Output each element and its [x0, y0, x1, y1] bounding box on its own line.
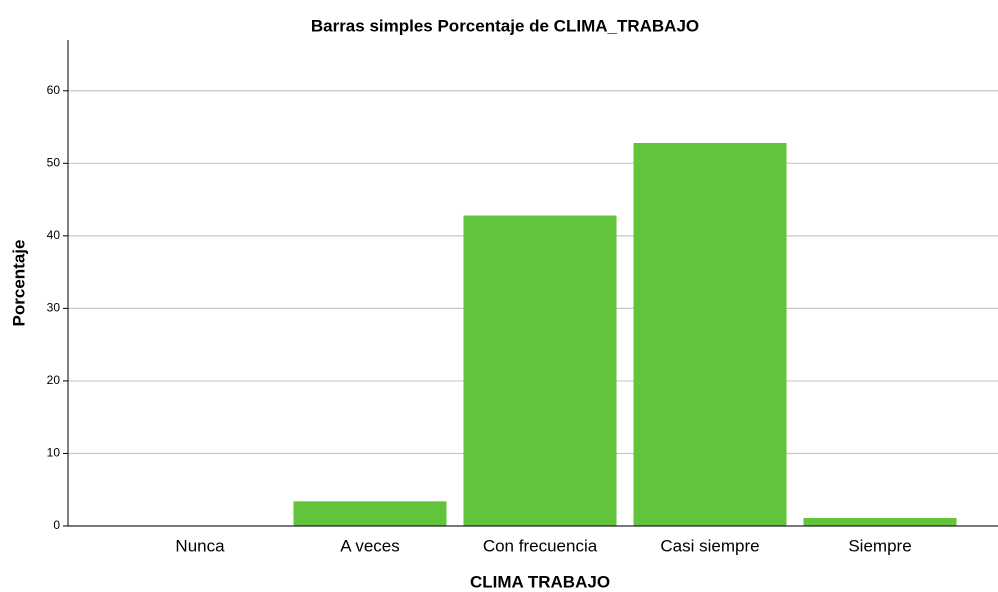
x-tick-label: Casi siempre — [660, 536, 759, 555]
chart-title: Barras simples Porcentaje de CLIMA_TRABA… — [311, 16, 699, 35]
y-tick-label: 0 — [53, 518, 60, 532]
x-tick-label: Con frecuencia — [483, 536, 598, 555]
y-tick-label: 60 — [47, 83, 61, 97]
x-tick-label: Nunca — [175, 536, 225, 555]
bar — [463, 215, 617, 527]
bar — [293, 501, 447, 526]
y-tick-label: 50 — [47, 155, 61, 169]
y-tick-label: 10 — [47, 446, 61, 460]
x-tick-label: A veces — [340, 536, 400, 555]
y-axis-label: Porcentaje — [9, 240, 28, 327]
y-tick-label: 30 — [47, 301, 61, 315]
bar — [803, 518, 957, 526]
x-axis-label: CLIMA TRABAJO — [470, 572, 610, 591]
y-tick-label: 40 — [47, 228, 61, 242]
y-tick-label: 20 — [47, 373, 61, 387]
bar — [633, 143, 787, 526]
x-tick-label: Siempre — [848, 536, 911, 555]
